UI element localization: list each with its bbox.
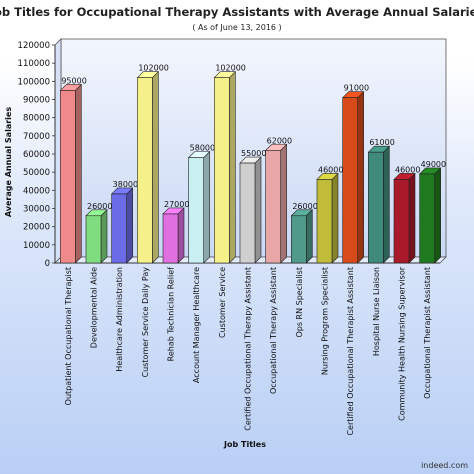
- bar: 55000: [239, 149, 266, 264]
- bar: 46000: [316, 165, 343, 264]
- y-tick-label: 10000: [23, 241, 50, 251]
- chart-subtitle: ( As of June 13, 2016 ): [192, 23, 281, 32]
- y-tick-label: 0: [45, 259, 50, 269]
- bar: 46000: [393, 165, 420, 264]
- bar: 91000: [341, 84, 369, 264]
- bar-side: [152, 70, 159, 264]
- bar-front: [85, 215, 102, 264]
- bar-side: [203, 150, 210, 264]
- x-tick-label: Community Health Nursing Supervisor: [398, 266, 407, 421]
- bar: 102000: [213, 64, 246, 264]
- bar: 26000: [290, 202, 318, 264]
- y-tick-label: 50000: [23, 168, 50, 178]
- bar-value-label: 55000: [241, 149, 266, 158]
- bar-side: [75, 83, 82, 264]
- bar-value-label: 49000: [421, 160, 446, 169]
- bar-value-label: 102000: [215, 64, 246, 73]
- bar-side: [306, 209, 313, 264]
- x-tick-label: Healthcare Administration: [115, 267, 124, 372]
- bar-value-label: 46000: [318, 165, 343, 174]
- x-tick-label: Account Manager Healthcare: [192, 267, 201, 383]
- bar-side: [280, 143, 287, 264]
- bar-front: [239, 162, 256, 264]
- bar-front: [368, 151, 384, 264]
- bar-front: [342, 97, 358, 264]
- y-tick-label: 100000: [18, 77, 50, 87]
- bar-side: [434, 167, 441, 264]
- y-tick-label: 20000: [23, 223, 50, 233]
- bar: 38000: [110, 180, 138, 264]
- chart-title: Job Titles for Occupational Therapy Assi…: [0, 5, 474, 19]
- bar-value-label: 26000: [87, 202, 112, 211]
- bar-value-label: 61000: [369, 138, 394, 147]
- bar-side: [177, 207, 185, 264]
- x-tick-label: Hospital Nurse Liaison: [372, 267, 381, 356]
- bar-side: [229, 70, 236, 264]
- x-tick-label: Certified Occupational Therapist Assista…: [346, 267, 355, 436]
- bar-front: [188, 157, 204, 264]
- y-axis: 0 10000 20000 30000 40000 50000 60000 70000 8000…: [18, 41, 55, 269]
- bar-value-label: 58000: [190, 144, 215, 153]
- bar: 95000: [59, 76, 87, 264]
- bar: 62000: [264, 136, 292, 264]
- y-tick-label: 70000: [23, 132, 50, 142]
- y-tick-label: 30000: [23, 205, 50, 215]
- bar-value-label: 26000: [292, 202, 317, 211]
- bar-front: [137, 77, 153, 264]
- credit-text: indeed.com: [421, 461, 468, 470]
- x-tick-label: Certified Occupational Therapy Assistant: [244, 267, 253, 431]
- y-tick-label: 60000: [23, 150, 50, 160]
- bar: 102000: [136, 64, 169, 264]
- bar-side: [383, 145, 390, 264]
- y-tick-label: 120000: [18, 41, 50, 51]
- y-tick-label: 40000: [23, 186, 50, 196]
- x-tick-label: Occupational Therapist Assistant: [423, 267, 432, 399]
- x-tick-label: Ops RN Specialist: [295, 267, 304, 338]
- bar-value-label: 62000: [267, 136, 292, 145]
- bar-front: [162, 213, 179, 264]
- bar: 27000: [162, 200, 189, 264]
- y-tick-label: 110000: [18, 59, 50, 69]
- bar-front: [291, 215, 307, 264]
- bar-front: [393, 179, 410, 264]
- bar-front: [214, 77, 230, 264]
- bar-side: [408, 172, 416, 264]
- bar-value-label: 95000: [61, 76, 86, 85]
- bar: 61000: [367, 138, 395, 264]
- bar-side: [100, 209, 108, 264]
- bar-side: [357, 90, 364, 264]
- bar-value-label: 38000: [113, 180, 138, 189]
- x-tick-label: Rehab Technician Relief: [167, 267, 176, 362]
- bar-side: [254, 156, 262, 264]
- y-tick-label: 80000: [23, 114, 50, 124]
- x-tick-label: Customer Service: [218, 267, 227, 338]
- bar-value-label: 27000: [164, 200, 189, 209]
- bar-value-label: 102000: [138, 64, 169, 73]
- bar-front: [111, 193, 127, 264]
- x-tick-label: Customer Service Daily Pay: [141, 267, 150, 378]
- bar: 49000: [418, 160, 446, 264]
- x-tick-label: Developmental Aide: [90, 267, 99, 348]
- bar-front: [419, 173, 435, 264]
- x-axis-label: Job Titles: [223, 440, 266, 449]
- bar-front: [60, 90, 76, 264]
- bar: 58000: [187, 144, 215, 264]
- y-axis-label: Average Annual Salaries: [4, 107, 13, 217]
- bar-side: [331, 172, 339, 264]
- bar-side: [126, 187, 133, 264]
- x-tick-label: Outpatient Occupational Therapist: [64, 267, 73, 405]
- x-tick-label: Occupational Therapy Assistant: [269, 267, 278, 394]
- x-tick-label: Nursing Program Specialist: [321, 267, 330, 375]
- bars-group: 95000 26000 38000 102000 27000 58000 102000 550…: [59, 64, 446, 264]
- x-axis: Outpatient Occupational Therapist Develop…: [64, 266, 432, 435]
- bar-value-label: 91000: [344, 84, 369, 93]
- y-tick-label: 90000: [23, 96, 50, 106]
- bar-front: [265, 150, 281, 264]
- bar: 26000: [85, 202, 112, 264]
- bar-value-label: 46000: [395, 165, 420, 174]
- bar-front: [316, 179, 333, 264]
